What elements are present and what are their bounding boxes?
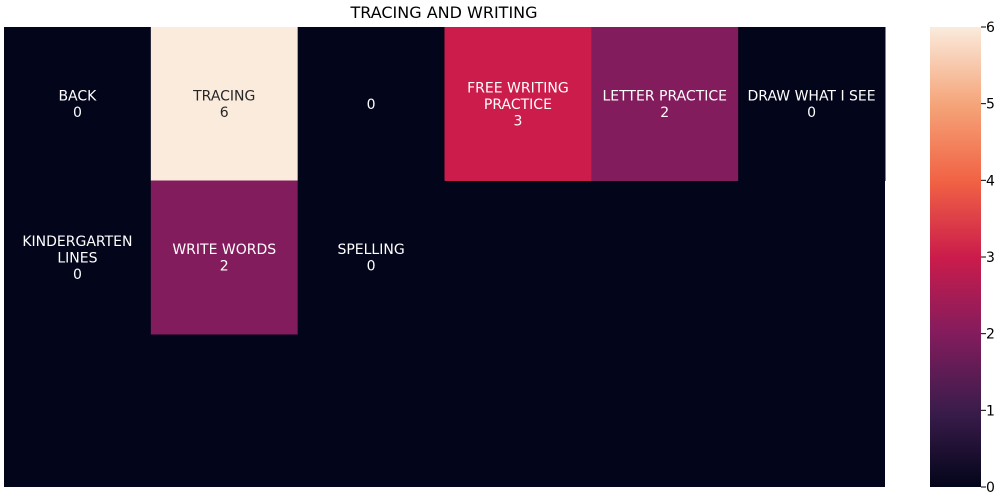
colorbar-tick-label: 6 bbox=[986, 20, 995, 36]
heatmap-cell-name: KINDERGARTEN bbox=[22, 234, 132, 250]
colorbar-gradient bbox=[930, 27, 981, 487]
heatmap-cell-rect bbox=[738, 27, 886, 181]
heatmap-cell-value: 6 bbox=[220, 105, 229, 121]
colorbar: 0 1 2 3 4 5 6 bbox=[930, 20, 995, 496]
heatmap-cell: WRITE WORDS 2 bbox=[150, 180, 299, 335]
heatmap-cell-name: BACK bbox=[58, 89, 97, 105]
heatmap-cell-name: PRACTICE bbox=[484, 97, 552, 113]
heatmap-cell-rect bbox=[150, 180, 299, 335]
heatmap-cell-value: 0 bbox=[367, 259, 376, 275]
heatmap-cell-label: TRACING 6 bbox=[192, 89, 255, 122]
heatmap-cell: FREE WRITING PRACTICE 3 bbox=[444, 27, 592, 181]
colorbar-tick-label: 4 bbox=[986, 173, 995, 189]
heatmap-cell: KINDERGARTEN LINES 0 bbox=[4, 180, 152, 335]
heatmap-cell: SPELLING 0 bbox=[297, 180, 445, 335]
heatmap-cell-name: TRACING bbox=[192, 89, 255, 105]
heatmap-cell-label: LETTER PRACTICE 2 bbox=[602, 89, 727, 122]
heatmap-cell: DRAW WHAT I SEE 0 bbox=[738, 27, 886, 181]
heatmap-cell-label: WRITE WORDS 2 bbox=[172, 242, 276, 275]
heatmap-cell-value: 0 bbox=[73, 267, 82, 283]
heatmap-cell-rect bbox=[297, 27, 445, 181]
heatmap-cell-value: 0 bbox=[73, 105, 82, 121]
heatmap-cell-rect bbox=[150, 27, 299, 181]
heatmap-cell: LETTER PRACTICE 2 bbox=[591, 27, 739, 181]
heatmap-cell-rect bbox=[297, 180, 445, 335]
heatmap-cell-label: SPELLING 0 bbox=[337, 242, 404, 275]
colorbar-tick-label: 0 bbox=[986, 480, 995, 496]
heatmap-cell-value: 0 bbox=[807, 105, 816, 121]
heatmap-cell-rect bbox=[444, 27, 592, 181]
heatmap-cell-label: KINDERGARTEN LINES 0 bbox=[22, 234, 132, 283]
heatmap-cell-value: 0 bbox=[367, 97, 376, 113]
heatmap-cell-rect bbox=[591, 27, 739, 181]
heatmap-cell: 0 bbox=[297, 27, 445, 181]
heatmap-cell-value: 3 bbox=[513, 113, 522, 129]
heatmap-cell-rect bbox=[4, 180, 152, 335]
chart-title: TRACING AND WRITING bbox=[349, 3, 537, 22]
heatmap-cell-label: BACK 0 bbox=[58, 89, 97, 122]
heatmap-cell: BACK 0 bbox=[4, 27, 152, 181]
heatmap-cell-name: DRAW WHAT I SEE bbox=[748, 89, 876, 105]
heatmap-cell-name: LETTER PRACTICE bbox=[602, 89, 727, 105]
heatmap-cell-name: WRITE WORDS bbox=[172, 242, 276, 258]
heatmap-cell-value: 2 bbox=[660, 105, 669, 121]
colorbar-tick-label: 2 bbox=[986, 327, 995, 343]
heatmap-cell-name: FREE WRITING bbox=[467, 80, 569, 96]
heatmap-cell-value: 2 bbox=[220, 259, 229, 275]
colorbar-tick-label: 1 bbox=[986, 403, 995, 419]
heatmap-cell-name: SPELLING bbox=[337, 242, 404, 258]
colorbar-tick-label: 5 bbox=[986, 97, 995, 113]
heatmap-cell-label: 0 bbox=[367, 97, 376, 113]
heatmap-cell-label: DRAW WHAT I SEE 0 bbox=[748, 89, 876, 122]
heatmap-cell-name: LINES bbox=[57, 250, 97, 266]
heatmap-cell-label: FREE WRITING PRACTICE 3 bbox=[467, 80, 569, 129]
colorbar-tick-label: 3 bbox=[986, 250, 995, 266]
heatmap-cell: TRACING 6 bbox=[150, 27, 299, 181]
heatmap-cell-rect bbox=[4, 27, 152, 181]
